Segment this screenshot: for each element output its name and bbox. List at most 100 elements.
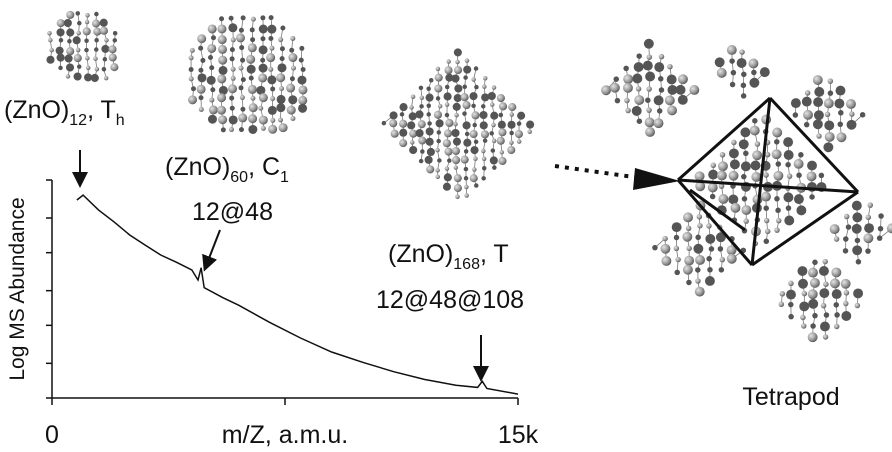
atom — [676, 85, 686, 95]
atom — [434, 84, 442, 92]
atom — [239, 127, 244, 132]
atom — [662, 236, 668, 242]
atom — [846, 224, 852, 230]
atom — [741, 93, 747, 99]
atom — [490, 156, 498, 164]
atom — [85, 13, 90, 18]
atom — [822, 259, 828, 265]
atom — [623, 83, 633, 93]
atom — [199, 95, 204, 100]
atom — [85, 56, 90, 61]
atom — [483, 138, 488, 143]
atom — [823, 142, 833, 152]
atom — [645, 72, 655, 82]
atom — [683, 265, 693, 275]
atom — [498, 157, 506, 165]
atom — [240, 107, 245, 112]
atom — [463, 75, 468, 80]
atom — [189, 55, 194, 60]
atom — [828, 78, 834, 84]
atom — [77, 64, 82, 69]
atom — [860, 112, 866, 118]
atom — [400, 112, 405, 117]
atom — [678, 95, 688, 105]
atom — [84, 39, 89, 44]
atom — [277, 95, 286, 104]
atom — [443, 183, 451, 191]
atom — [57, 19, 65, 27]
atom — [418, 120, 426, 128]
atom — [444, 173, 452, 181]
atom — [774, 139, 780, 145]
atom — [229, 127, 234, 132]
atom — [427, 148, 435, 156]
atom — [491, 148, 496, 153]
atom — [686, 246, 692, 252]
atom — [391, 130, 399, 138]
atom — [444, 129, 452, 137]
atom — [240, 95, 245, 100]
atom — [454, 94, 462, 102]
atom — [615, 98, 621, 104]
atom — [490, 112, 498, 120]
atom — [469, 92, 477, 100]
atom — [209, 105, 218, 114]
atom — [798, 152, 804, 158]
atom — [231, 37, 236, 42]
atom — [219, 16, 224, 21]
atom — [784, 150, 794, 160]
y-axis-label: Log MS Abundance — [6, 197, 29, 380]
atom — [218, 56, 227, 65]
atom — [791, 98, 801, 108]
atom — [240, 58, 245, 63]
atom — [251, 17, 256, 22]
atom — [290, 36, 295, 41]
atom — [499, 113, 504, 118]
atom — [188, 95, 197, 104]
atom — [426, 87, 431, 92]
atom — [101, 45, 109, 53]
atom — [517, 139, 522, 144]
atom — [682, 232, 692, 242]
atom — [652, 245, 658, 251]
atom — [492, 165, 497, 170]
atom — [426, 165, 434, 173]
atom — [270, 96, 275, 101]
atom — [764, 239, 770, 245]
atom — [49, 48, 54, 53]
atom — [743, 218, 749, 224]
atom — [444, 148, 452, 156]
atom — [410, 140, 415, 145]
atom — [832, 289, 842, 299]
atom — [474, 183, 479, 188]
atom — [741, 161, 751, 171]
atom — [100, 19, 108, 27]
atom — [474, 85, 479, 90]
atom — [843, 301, 849, 307]
atom — [419, 159, 424, 164]
atom — [48, 38, 53, 43]
atom — [788, 302, 794, 308]
atom — [453, 138, 461, 146]
atom — [636, 86, 642, 92]
atom — [399, 120, 407, 128]
atom — [287, 106, 296, 115]
atom — [218, 115, 227, 124]
atom — [290, 116, 295, 121]
atom — [463, 66, 471, 74]
atom — [820, 321, 830, 331]
atom — [647, 54, 653, 60]
atom — [784, 216, 794, 226]
atom — [799, 301, 809, 311]
atom — [844, 290, 850, 296]
atom — [665, 95, 675, 105]
atom — [739, 139, 749, 149]
atom — [66, 47, 74, 55]
atom — [482, 157, 487, 162]
atom — [452, 147, 460, 155]
atom — [110, 63, 118, 71]
atom — [824, 120, 834, 130]
atom — [455, 60, 460, 64]
shell-label: 12@48@108 — [376, 286, 524, 314]
atom — [836, 86, 846, 96]
